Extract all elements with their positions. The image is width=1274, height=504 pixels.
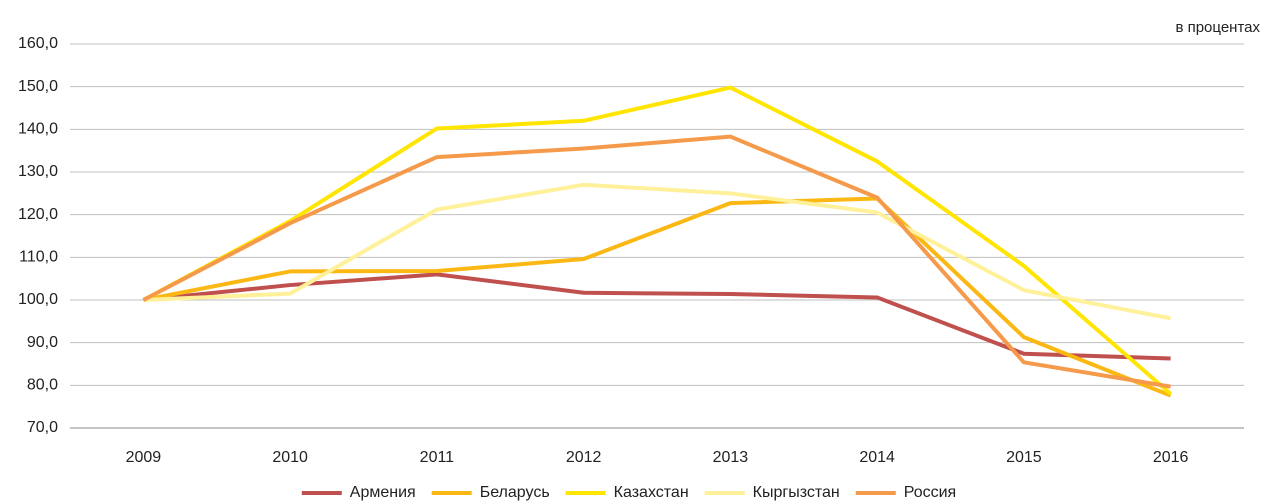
y-tick-label: 150,0	[18, 78, 58, 95]
y-tick-label: 110,0	[19, 249, 58, 266]
x-tick-label: 2013	[713, 449, 749, 466]
x-tick-label: 2011	[420, 449, 455, 466]
y-tick-label: 90,0	[27, 334, 58, 351]
legend-label: Россия	[904, 484, 956, 501]
x-tick-label: 2010	[272, 449, 308, 466]
legend-label: Кыргызстан	[753, 484, 840, 501]
legend-label: Казахстан	[614, 484, 689, 501]
x-tick-label: 2015	[1006, 449, 1042, 466]
legend-label: Армения	[350, 484, 416, 501]
unit-annotation: в процентах	[1175, 19, 1260, 36]
series-line	[142, 134, 1171, 389]
y-tick-label: 70,0	[27, 419, 58, 436]
x-tick-label: 2009	[126, 449, 162, 466]
y-tick-label: 100,0	[18, 291, 58, 308]
series-line	[142, 85, 1172, 396]
y-tick-label: 120,0	[18, 206, 58, 223]
legend-label: Беларусь	[480, 484, 550, 501]
x-tick-label: 2016	[1153, 449, 1189, 466]
y-tick-label: 140,0	[18, 121, 58, 138]
series-line	[143, 182, 1172, 321]
series-line	[142, 196, 1172, 398]
y-tick-label: 130,0	[18, 163, 58, 180]
series-line	[143, 272, 1171, 361]
x-tick-label: 2014	[859, 449, 895, 466]
y-tick-label: 80,0	[27, 377, 58, 394]
y-tick-label: 160,0	[18, 35, 58, 52]
x-tick-label: 2012	[566, 449, 602, 466]
